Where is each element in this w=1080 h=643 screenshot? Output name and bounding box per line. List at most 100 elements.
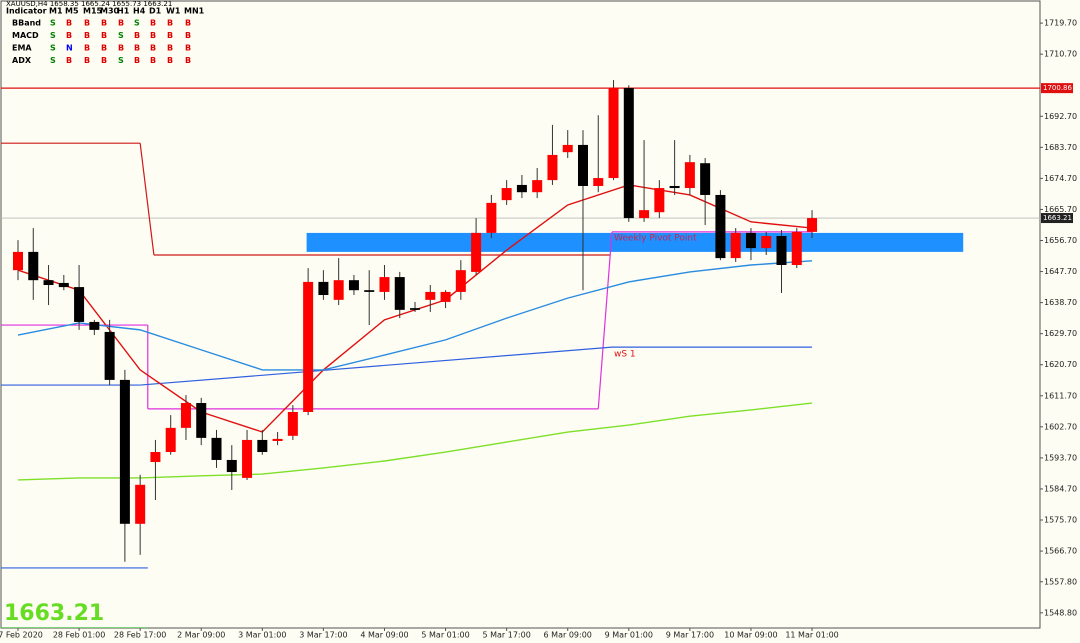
table-signal: B [66, 31, 72, 40]
table-header: M30 [100, 7, 120, 16]
candle-body [13, 251, 23, 271]
candle-body [287, 411, 298, 436]
table-signal: B [185, 19, 191, 28]
ma-line [17, 260, 813, 371]
table-signal: B [101, 56, 107, 65]
table-signal: B [185, 31, 191, 40]
y-tick-label: 1683.70 [1044, 143, 1077, 152]
table-signal: B [84, 44, 90, 53]
y-tick-label: 1638.70 [1044, 298, 1077, 307]
candle-body [119, 379, 130, 524]
candle-body [791, 231, 802, 266]
table-signal: S [50, 56, 56, 65]
candle-body [196, 403, 207, 438]
y-tick-label: 1629.70 [1044, 329, 1077, 338]
y-tick-label: 1674.70 [1044, 174, 1077, 183]
x-tick-label: 10 Mar 09:00 [724, 631, 777, 640]
ma-line [17, 402, 813, 481]
table-signal: B [185, 44, 191, 53]
candle-body [150, 452, 161, 463]
y-tick-label: 1719.70 [1044, 19, 1077, 28]
candle-body [669, 185, 680, 189]
candle-body [455, 270, 466, 292]
table-signal: B [134, 56, 140, 65]
table-signal: B [150, 31, 156, 40]
table-header: H1 [117, 7, 130, 16]
table-row-name: EMA [12, 44, 32, 53]
table-row-name: MACD [12, 31, 39, 40]
candle-body [639, 210, 650, 219]
x-tick-label: 6 Mar 09:00 [544, 631, 592, 640]
table-signal: S [50, 19, 56, 28]
table-signal: B [118, 44, 124, 53]
step-connector [139, 143, 155, 256]
candle-body [471, 232, 482, 272]
x-tick-label: 28 Feb 17:00 [114, 631, 166, 640]
x-tick-label: 11 Mar 01:00 [785, 631, 838, 640]
table-signal: B [185, 56, 191, 65]
candle-body [730, 232, 741, 259]
candle-body [58, 282, 69, 288]
candle-body [807, 218, 818, 232]
x-tick-label: 5 Mar 17:00 [482, 631, 530, 640]
x-tick-label: 27 Feb 2020 [0, 631, 43, 640]
candle-body [547, 154, 558, 181]
table-signal: B [84, 19, 90, 28]
y-tick-label: 1692.70 [1044, 112, 1077, 121]
candle-body [333, 280, 344, 300]
y-tick-label: 1548.80 [1044, 608, 1077, 617]
candle-body [440, 291, 451, 302]
table-signal: B [150, 56, 156, 65]
y-tick-label: 1593.70 [1044, 453, 1077, 462]
candle-body [348, 280, 359, 291]
table-signal: B [167, 19, 173, 28]
candle-body [562, 144, 573, 153]
y-tick-label: 1602.70 [1044, 422, 1077, 431]
y-tick-label: 1647.70 [1044, 267, 1077, 276]
table-signal: B [167, 56, 173, 65]
candle-body [623, 87, 634, 219]
x-tick-label: 9 Mar 01:00 [605, 631, 653, 640]
x-tick-label: 2 Mar 09:00 [177, 631, 225, 640]
table-header: M5 [65, 7, 79, 16]
y-tick-label: 1665.70 [1044, 205, 1077, 214]
candle-body [654, 188, 665, 213]
plot-frame [0, 0, 1041, 629]
y-tick-label: 1611.70 [1044, 391, 1077, 400]
table-signal: S [50, 31, 56, 40]
candle-body [776, 236, 787, 266]
step-connector [597, 231, 613, 409]
table-signal: B [134, 44, 140, 53]
y-tick-label: 1557.80 [1044, 577, 1077, 586]
axes: 1719.70 1710.70 1692.70 1683.70 1674.70 1665.… [0, 19, 1077, 640]
step-label: wS 1 [614, 350, 636, 360]
x-tick-label: 5 Mar 01:00 [421, 631, 469, 640]
candle-body [257, 439, 268, 453]
candle-body [577, 144, 588, 186]
table-signal: B [84, 31, 90, 40]
candle-body [104, 331, 115, 380]
candle-body [593, 178, 604, 186]
zone-label: Weekly Pivot Point [614, 233, 697, 243]
candle-body [74, 287, 85, 322]
table-signal: B [66, 19, 72, 28]
table-header: Indicator [6, 7, 47, 16]
y-tick-label: 1566.70 [1044, 547, 1077, 556]
chart-title: XAUUSD,H4 1658.35 1665.24 1655.73 1663.2… [6, 0, 172, 8]
candle-body [425, 291, 436, 300]
candle-body [410, 308, 421, 310]
candle-body [608, 87, 619, 179]
table-signal: B [101, 31, 107, 40]
table-signal: B [150, 44, 156, 53]
x-tick-label: 3 Mar 17:00 [299, 631, 347, 640]
candle-body [486, 202, 497, 233]
table-signal: B [118, 19, 124, 28]
table-header: MN1 [184, 7, 205, 16]
table-row-name: ADX [12, 56, 32, 65]
table-signal: B [101, 19, 107, 28]
table-signal: B [167, 31, 173, 40]
x-tick-label: 9 Mar 17:00 [666, 631, 714, 640]
y-tick-label: 1710.70 [1044, 50, 1077, 59]
candle-body [43, 280, 54, 286]
